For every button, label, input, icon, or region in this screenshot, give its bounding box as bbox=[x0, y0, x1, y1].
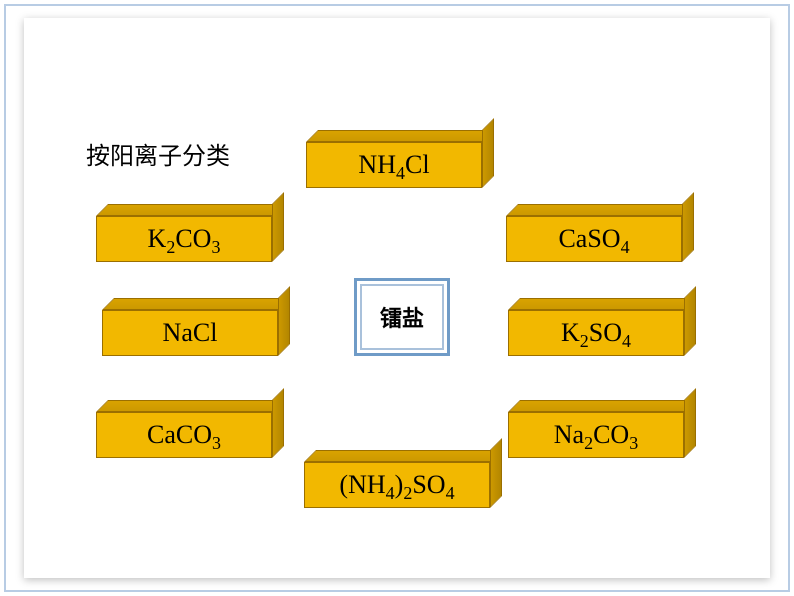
center-label: 镭盐 bbox=[380, 301, 424, 333]
center-inner: 镭盐 bbox=[366, 290, 438, 344]
block-top-face bbox=[96, 400, 284, 412]
block-top-face bbox=[506, 204, 694, 216]
block-front-face: CaCO3 bbox=[96, 412, 272, 458]
formula-block: K2SO4 bbox=[508, 298, 684, 356]
block-top-face bbox=[306, 130, 494, 142]
block-front-face: NaCl bbox=[102, 310, 278, 356]
diagram-title: 按阳离子分类 bbox=[86, 136, 230, 171]
block-side-face bbox=[272, 388, 284, 458]
block-front-face: K2SO4 bbox=[508, 310, 684, 356]
block-top-face bbox=[102, 298, 290, 310]
formula-block: NH4Cl bbox=[306, 130, 482, 188]
slide-canvas: 按阳离子分类 NH4Cl K2CO3 CaSO4 NaCl K2SO4 CaCO3 Na2C… bbox=[24, 18, 770, 578]
block-front-face: (NH4)2SO4 bbox=[304, 462, 490, 508]
block-side-face bbox=[490, 438, 502, 508]
formula-block: K2CO3 bbox=[96, 204, 272, 262]
block-front-face: CaSO4 bbox=[506, 216, 682, 262]
block-front-face: NH4Cl bbox=[306, 142, 482, 188]
block-top-face bbox=[508, 400, 696, 412]
block-side-face bbox=[684, 286, 696, 356]
formula-label: K2SO4 bbox=[561, 318, 631, 348]
formula-block: CaCO3 bbox=[96, 400, 272, 458]
block-side-face bbox=[278, 286, 290, 356]
formula-label: Na2CO3 bbox=[554, 420, 638, 450]
block-side-face bbox=[482, 118, 494, 188]
block-side-face bbox=[272, 192, 284, 262]
block-front-face: K2CO3 bbox=[96, 216, 272, 262]
formula-label: (NH4)2SO4 bbox=[339, 470, 454, 500]
block-top-face bbox=[96, 204, 284, 216]
formula-label: CaCO3 bbox=[147, 420, 221, 450]
formula-label: CaSO4 bbox=[558, 224, 629, 254]
formula-block: (NH4)2SO4 bbox=[304, 450, 490, 508]
block-side-face bbox=[684, 388, 696, 458]
block-top-face bbox=[304, 450, 502, 462]
block-side-face bbox=[682, 192, 694, 262]
formula-block: CaSO4 bbox=[506, 204, 682, 262]
formula-block: Na2CO3 bbox=[508, 400, 684, 458]
center-box: 镭盐 bbox=[354, 278, 450, 356]
formula-label: NH4Cl bbox=[358, 150, 429, 180]
formula-block: NaCl bbox=[102, 298, 278, 356]
block-front-face: Na2CO3 bbox=[508, 412, 684, 458]
formula-label: NaCl bbox=[163, 318, 218, 348]
formula-label: K2CO3 bbox=[148, 224, 221, 254]
block-top-face bbox=[508, 298, 696, 310]
